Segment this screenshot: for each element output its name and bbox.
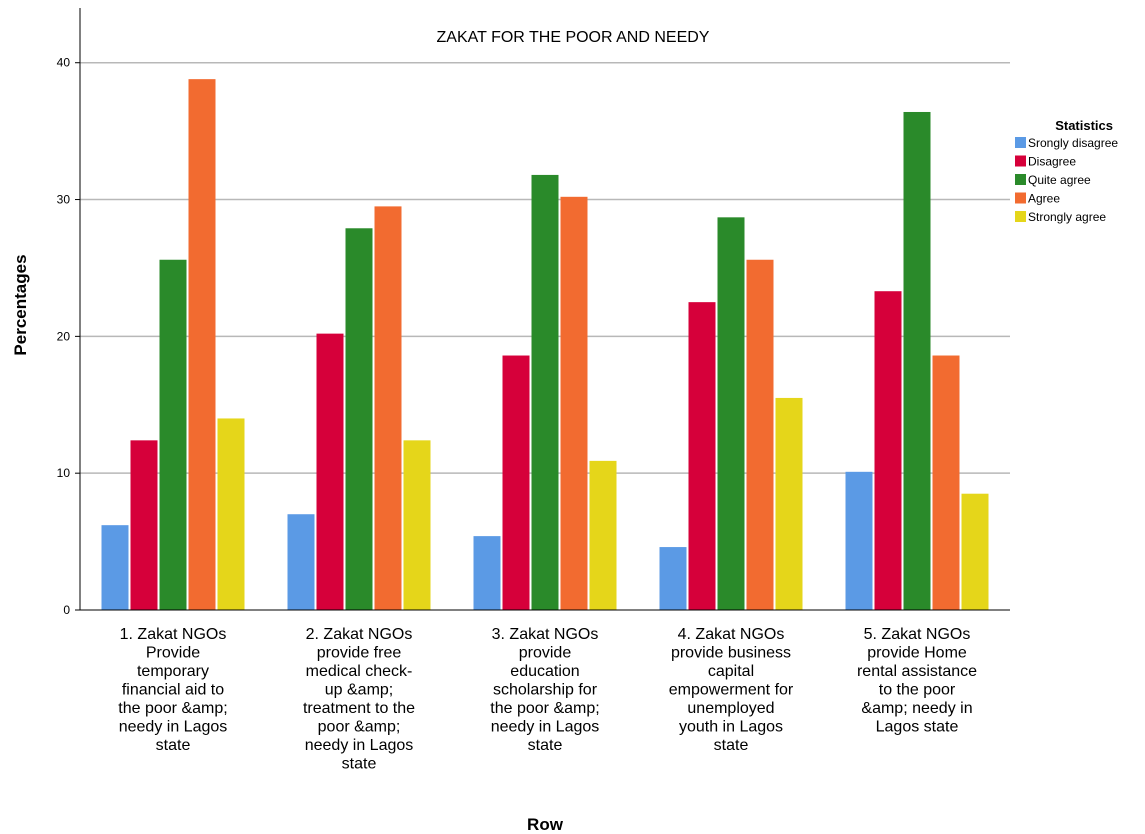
x-category-label: 5. Zakat NGOs provide Home rental assistan…: [857, 626, 977, 736]
bar: [287, 514, 315, 610]
bar: [316, 333, 344, 610]
bar: [345, 228, 373, 610]
y-tick-label: 10: [57, 466, 71, 480]
x-category-label-line: capital: [708, 663, 754, 680]
x-category-label-line: 1. Zakat NGOs: [120, 626, 227, 643]
x-category-label-line: 2. Zakat NGOs: [306, 626, 413, 643]
bar: [874, 291, 902, 610]
bar: [961, 493, 989, 610]
x-category-label-line: provide business: [671, 645, 791, 662]
legend-label: Quite agree: [1028, 173, 1091, 187]
legend-swatch: [1015, 137, 1026, 148]
x-category-label: 4. Zakat NGOs provide business capital empo…: [669, 626, 794, 754]
bar: [560, 196, 588, 611]
bar: [374, 206, 402, 611]
axes: [79, 8, 1010, 611]
x-category-label-line: provide: [519, 645, 572, 662]
y-axis-title: Percentages: [11, 254, 30, 355]
bar: [217, 418, 245, 610]
x-category-label-line: Provide: [146, 645, 200, 662]
bar: [130, 440, 158, 610]
x-category-label-line: Lagos state: [876, 719, 959, 736]
legend-swatch: [1015, 211, 1026, 222]
x-category-labels: 1. Zakat NGOs Provide temporary financial a…: [118, 626, 977, 773]
x-category-label-line: scholarship for: [493, 682, 598, 699]
x-category-label-line: unemployed: [687, 700, 774, 717]
x-category-label-line: education: [510, 663, 579, 680]
x-category-label-line: provide free: [317, 645, 402, 662]
x-category-label-line: 5. Zakat NGOs: [864, 626, 971, 643]
legend-label: Srongly disagree: [1028, 136, 1118, 150]
x-category-label-line: empowerment for: [669, 682, 794, 699]
bar: [403, 440, 431, 610]
x-category-label-line: state: [714, 737, 749, 754]
x-category-label-line: rental assistance: [857, 663, 977, 680]
x-category-label-line: state: [156, 737, 191, 754]
legend-swatch: [1015, 174, 1026, 185]
x-category-label-line: needy in Lagos: [305, 737, 414, 754]
bar: [159, 259, 187, 610]
bar: [659, 547, 687, 610]
legend-label: Agree: [1028, 192, 1060, 206]
x-category-label-line: needy in Lagos: [491, 719, 600, 736]
x-category-label-line: 4. Zakat NGOs: [678, 626, 785, 643]
y-tick-label: 40: [57, 56, 71, 70]
x-category-label-line: &amp; needy in: [861, 700, 972, 717]
x-category-label-line: state: [342, 756, 377, 773]
bar: [531, 174, 559, 610]
x-category-label-line: poor &amp;: [318, 719, 401, 736]
bar: [101, 525, 129, 610]
x-category-label-line: financial aid to: [122, 682, 224, 699]
bar: [473, 536, 501, 610]
bar: [688, 302, 716, 610]
legend-swatch: [1015, 155, 1026, 167]
bar: [746, 259, 774, 610]
x-category-label-line: the poor &amp;: [490, 700, 599, 717]
x-category-label: 3. Zakat NGOs provide education scholarship…: [490, 626, 599, 754]
bar: [775, 397, 803, 610]
y-tick-label: 0: [63, 603, 70, 617]
x-category-label-line: needy in Lagos: [119, 719, 228, 736]
legend-swatch: [1015, 192, 1026, 204]
bar: [589, 460, 617, 610]
x-category-label-line: the poor &amp;: [118, 700, 227, 717]
x-category-label-line: state: [528, 737, 563, 754]
chart-title: ZAKAT FOR THE POOR AND NEEDY: [437, 29, 710, 46]
x-category-label-line: provide Home: [867, 645, 967, 662]
y-tick-labels: 0 10 20 30 40: [57, 56, 80, 617]
x-category-label-line: medical check-: [306, 663, 413, 680]
x-category-label-line: temporary: [137, 663, 209, 680]
legend-label: Disagree: [1028, 155, 1076, 169]
bar: [502, 355, 530, 610]
x-category-label: 1. Zakat NGOs Provide temporary financial a…: [118, 626, 227, 754]
y-tick-label: 30: [57, 193, 71, 207]
y-tick-label: 20: [57, 329, 71, 343]
x-category-label-line: 3. Zakat NGOs: [492, 626, 599, 643]
legend-label: Strongly agree: [1028, 210, 1106, 224]
x-category-label-line: up &amp;: [325, 682, 393, 699]
legend-title: Statistics: [1055, 118, 1113, 133]
x-category-label-line: to the poor: [879, 682, 956, 699]
bar: [932, 355, 960, 610]
x-category-label-line: youth in Lagos: [679, 719, 783, 736]
bar: [903, 111, 931, 611]
bar: [717, 217, 745, 610]
legend: Statistics Srongly disagree Disagree Quite…: [1015, 118, 1118, 224]
x-axis-title: Row: [527, 815, 564, 834]
x-category-label-line: treatment to the: [303, 700, 415, 717]
bar: [845, 471, 873, 610]
bars: [101, 79, 989, 611]
bar: [188, 79, 216, 611]
x-category-label: 2. Zakat NGOs provide free medical check-u…: [303, 626, 415, 773]
